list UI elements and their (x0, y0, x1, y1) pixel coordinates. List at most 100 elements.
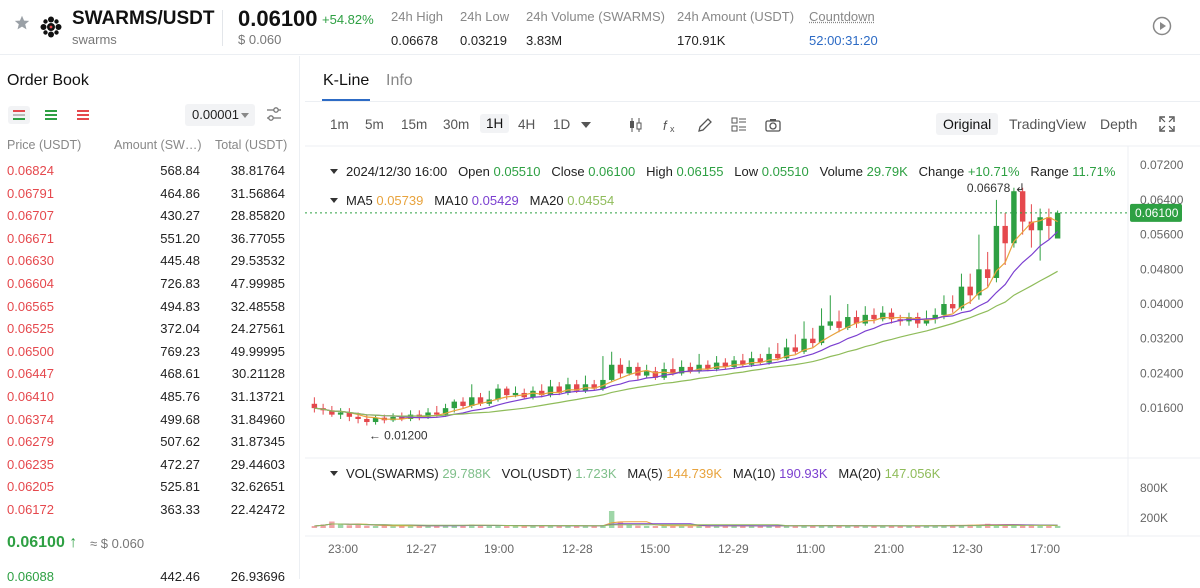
ask-total: 31.84960 (230, 411, 285, 427)
timeframe-5m[interactable]: 5m (365, 117, 384, 132)
time-tick-label: 12-27 (406, 542, 437, 556)
timeframe-more-icon[interactable] (581, 120, 591, 130)
ask-price: 0.06205 (7, 479, 54, 495)
view-depth[interactable]: Depth (1100, 116, 1138, 132)
volume-bar (486, 526, 492, 528)
vol-ma5-line (314, 521, 1058, 527)
ask-row[interactable]: 0.06630 445.48 29.53532 (0, 250, 300, 272)
volume-bar (591, 525, 597, 528)
vol-ma20-value: 147.056K (884, 466, 941, 481)
ask-row[interactable]: 0.06410 485.76 31.13721 (0, 386, 300, 408)
view-both-icon[interactable] (8, 106, 30, 124)
volume-bar (740, 526, 746, 528)
time-tick-label: 21:00 (874, 542, 904, 556)
vol-ma5-value: 144.739K (666, 466, 723, 481)
ask-amount: 464.86 (160, 185, 200, 201)
view-original[interactable]: Original (936, 113, 999, 135)
timeframe-30m[interactable]: 30m (443, 117, 470, 132)
bid-row[interactable]: 0.06088 442.46 26.93696 (0, 566, 300, 588)
timeframe-4h[interactable]: 4H (518, 117, 536, 132)
camera-icon[interactable] (764, 116, 782, 134)
view-tradingview[interactable]: TradingView (1009, 116, 1087, 132)
open-value: 0.05510 (493, 164, 541, 179)
candle-date: 2024/12/30 16:00 (346, 164, 448, 179)
time-tick-label: 19:00 (484, 542, 514, 556)
timeframe-1d[interactable]: 1D (553, 117, 571, 132)
precision-value: 0.00001 (192, 107, 239, 122)
volume-label: Volume (819, 164, 863, 179)
view-asks-icon[interactable] (72, 106, 94, 124)
timeframe-1h[interactable]: 1H (480, 114, 510, 133)
ask-row[interactable]: 0.06500 769.23 49.99995 (0, 341, 300, 363)
ask-row[interactable]: 0.06565 494.83 32.48558 (0, 296, 300, 318)
timeframe-1m[interactable]: 1m (330, 117, 349, 132)
ask-row[interactable]: 0.06671 551.20 36.77055 (0, 228, 300, 250)
ask-row[interactable]: 0.06707 430.27 28.85820 (0, 205, 300, 227)
market-header: SWARMS/USDT swarms 0.06100 +54.82% $ 0.0… (0, 0, 1200, 55)
volume-bar (329, 521, 335, 528)
layout-icon[interactable] (730, 116, 748, 134)
candle-body (486, 399, 492, 404)
ask-total: 30.21128 (231, 366, 285, 382)
range-value: 11.71% (1072, 164, 1116, 179)
collapse-caret-icon[interactable] (330, 169, 338, 174)
ask-row[interactable]: 0.06791 464.86 31.56864 (0, 183, 300, 205)
price-tick-label: 0.04800 (1140, 262, 1184, 276)
pair-name[interactable]: SWARMS/USDT (72, 8, 215, 29)
ask-row[interactable]: 0.06525 372.04 24.27561 (0, 318, 300, 340)
candle-body (818, 325, 825, 344)
tab-info[interactable]: Info (386, 72, 413, 89)
volume-tick-label: 800K (1140, 481, 1168, 495)
fullscreen-icon[interactable] (1158, 115, 1176, 133)
candle-body (687, 366, 694, 372)
timeframe-15m[interactable]: 15m (401, 117, 428, 132)
ask-row[interactable]: 0.06172 363.33 22.42472 (0, 499, 300, 521)
precision-select[interactable]: 0.00001 (185, 104, 255, 126)
pencil-icon[interactable] (696, 116, 714, 134)
volume-bar (1019, 525, 1026, 528)
ask-row[interactable]: 0.06235 472.27 29.44603 (0, 454, 300, 476)
ask-amount: 430.27 (160, 208, 200, 224)
time-tick-label: 12-28 (562, 542, 593, 556)
candle-body (880, 312, 886, 320)
ask-total: 22.42472 (230, 502, 285, 517)
ask-row[interactable]: 0.06604 726.83 47.99985 (0, 273, 300, 295)
low-label: Low (734, 164, 759, 179)
volume-bar (1028, 525, 1035, 528)
ask-row[interactable]: 0.06447 468.61 30.21128 (0, 363, 300, 385)
star-icon[interactable] (14, 15, 30, 31)
price-tick-label: 0.02400 (1140, 366, 1184, 380)
candle-type-icon[interactable] (627, 116, 645, 134)
volume-value: 29.79K (866, 164, 908, 179)
tab-kline[interactable]: K-Line (323, 72, 370, 89)
volume-bar (1054, 525, 1061, 528)
volume-bar (504, 525, 510, 528)
collapse-caret-icon[interactable] (330, 471, 338, 476)
candle-body (416, 414, 423, 417)
play-circle-icon[interactable] (1152, 16, 1172, 36)
candle-body (766, 353, 772, 363)
candle-body (958, 286, 965, 309)
ask-row[interactable]: 0.06205 525.81 32.62651 (0, 476, 300, 498)
volume-bar (399, 525, 405, 528)
settings-sliders-icon[interactable] (266, 106, 282, 122)
bid-total: 26.93696 (230, 569, 285, 584)
volume-bar (364, 525, 370, 528)
ask-price: 0.06824 (7, 163, 54, 178)
price-tick-label: 0.01600 (1140, 401, 1184, 415)
time-tick-label: 17:00 (1030, 542, 1060, 556)
ask-row[interactable]: 0.06279 507.62 31.87345 (0, 431, 300, 453)
collapse-caret-icon[interactable] (330, 198, 338, 203)
volume-bar (460, 525, 466, 528)
view-bids-icon[interactable] (40, 106, 62, 124)
candle-body (1037, 217, 1043, 231)
price-tick-label: 0.04000 (1140, 297, 1184, 311)
volume-bar (705, 525, 711, 528)
stat-countdown[interactable]: Countdown 52:00:31:20 (809, 9, 878, 48)
ask-row[interactable]: 0.06374 499.68 31.84960 (0, 409, 300, 431)
ask-row[interactable]: 0.06824 568.84 38.81764 (0, 160, 300, 182)
ask-amount: 769.23 (160, 343, 200, 359)
ask-amount: 568.84 (160, 163, 200, 178)
volume-bar (320, 524, 326, 528)
